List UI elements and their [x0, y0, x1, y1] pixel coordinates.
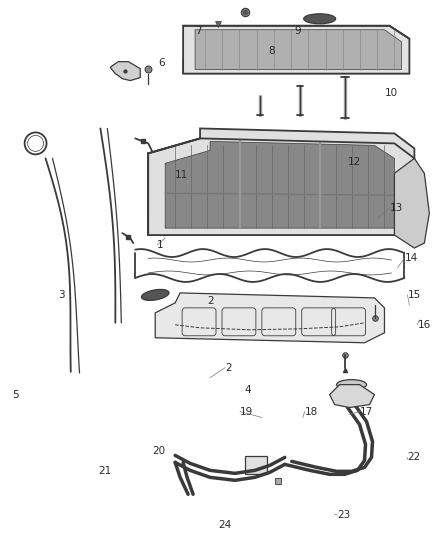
Text: 12: 12 — [348, 157, 361, 167]
Polygon shape — [148, 215, 414, 235]
FancyBboxPatch shape — [245, 456, 267, 474]
Polygon shape — [183, 59, 410, 74]
Text: 14: 14 — [404, 253, 418, 263]
Text: 5: 5 — [13, 390, 19, 400]
Text: 9: 9 — [295, 26, 301, 36]
Text: 1: 1 — [157, 240, 164, 250]
Text: 15: 15 — [407, 290, 420, 300]
Polygon shape — [195, 30, 401, 70]
Text: 22: 22 — [407, 453, 420, 463]
Text: 18: 18 — [305, 407, 318, 416]
Text: 20: 20 — [152, 447, 165, 456]
Ellipse shape — [141, 289, 169, 301]
Polygon shape — [155, 293, 385, 343]
Text: 2: 2 — [207, 296, 214, 306]
Text: 2: 2 — [225, 362, 232, 373]
Text: 7: 7 — [195, 26, 202, 36]
Ellipse shape — [304, 14, 336, 24]
Text: 19: 19 — [240, 407, 253, 416]
Text: 17: 17 — [360, 407, 373, 416]
Text: 11: 11 — [175, 170, 188, 180]
Text: 23: 23 — [338, 510, 351, 520]
Text: 3: 3 — [59, 290, 65, 300]
Text: 4: 4 — [245, 385, 251, 394]
Text: 24: 24 — [218, 520, 231, 530]
Text: 8: 8 — [268, 46, 275, 55]
Text: 21: 21 — [99, 466, 112, 477]
Text: 10: 10 — [385, 87, 398, 98]
Text: 16: 16 — [417, 320, 431, 330]
Polygon shape — [395, 158, 429, 248]
Polygon shape — [148, 128, 414, 235]
Polygon shape — [183, 26, 410, 74]
Polygon shape — [165, 141, 395, 228]
Text: 13: 13 — [389, 203, 403, 213]
Text: 6: 6 — [158, 58, 165, 68]
Ellipse shape — [337, 379, 367, 390]
Polygon shape — [330, 385, 374, 408]
Polygon shape — [110, 62, 140, 80]
